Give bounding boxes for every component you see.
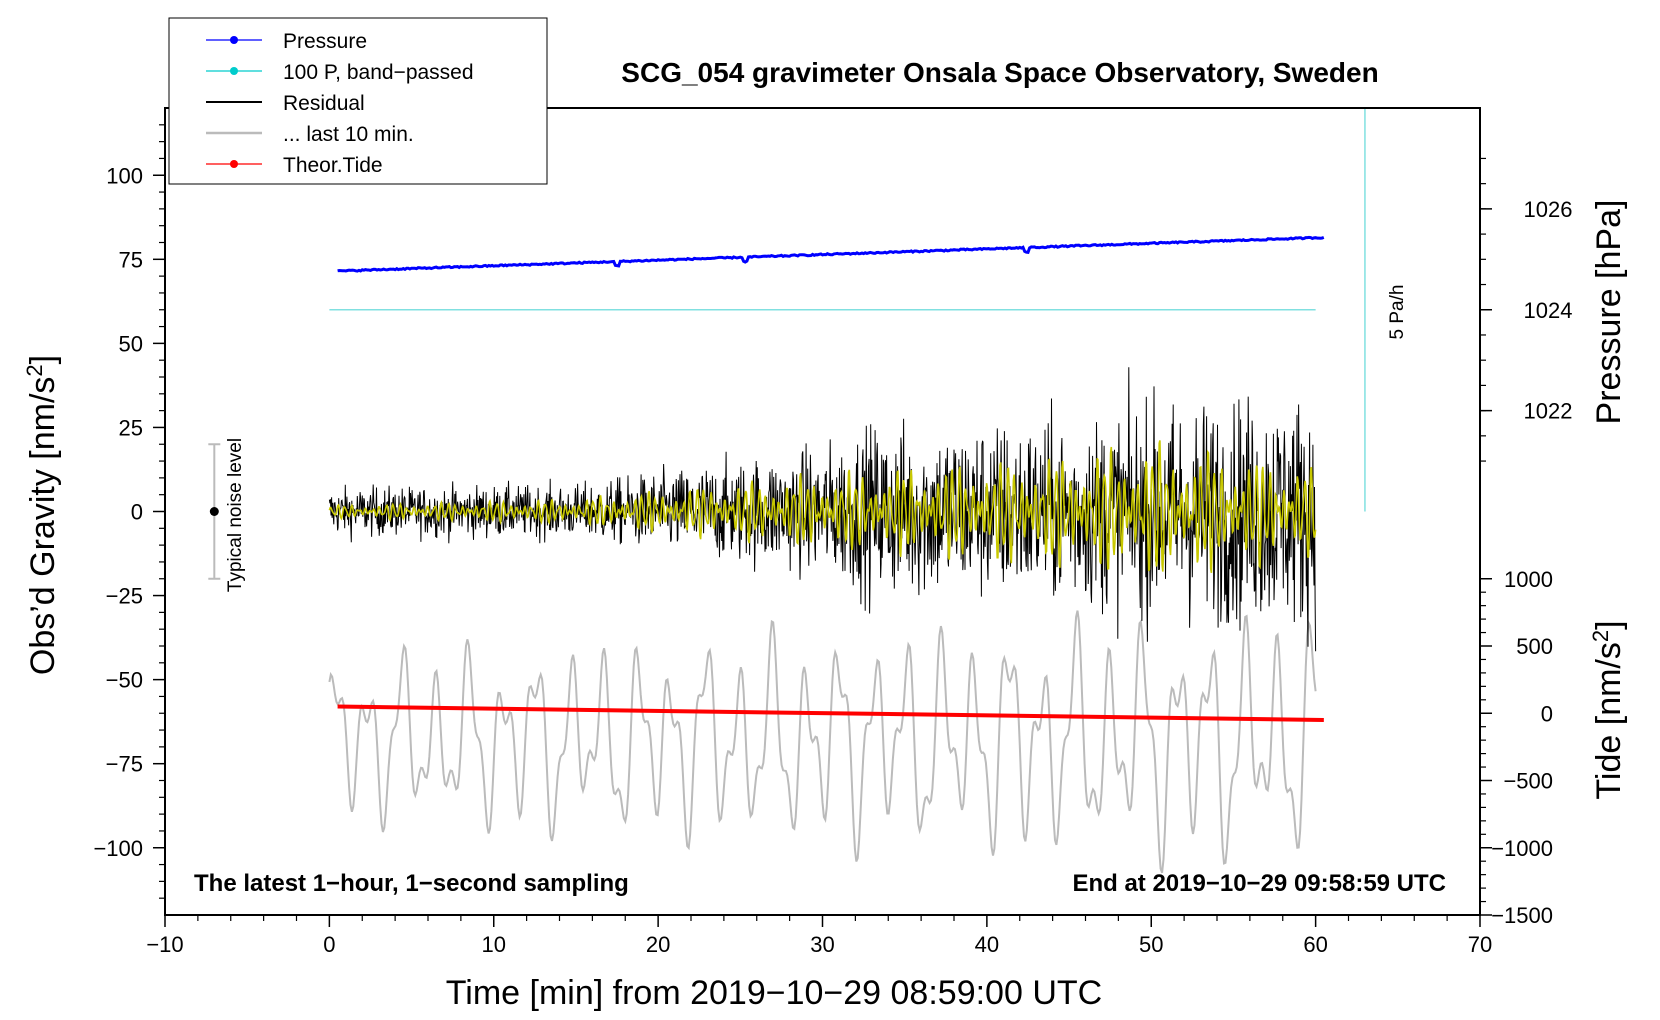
legend-tide-marker bbox=[230, 160, 238, 168]
y-axis-title-left-main: Obs’d Gravity [nm/s bbox=[24, 377, 62, 676]
y-left-tick-label: 0 bbox=[131, 500, 143, 525]
legend: Pressure 100 P, band−passed Residual ...… bbox=[168, 17, 548, 185]
legend-bandpassed-label: 100 P, band−passed bbox=[283, 61, 474, 84]
y-axis-title-tide: Tide [nm/s2] bbox=[1588, 620, 1629, 799]
legend-tide-label: Theor.Tide bbox=[283, 154, 383, 177]
x-tick-label: 40 bbox=[975, 932, 999, 957]
y-left-tick-label: −75 bbox=[106, 752, 143, 777]
noise-center-dot bbox=[209, 507, 219, 516]
noise-level-label: Typical noise level bbox=[225, 438, 246, 592]
legend-last10-label: ... last 10 min. bbox=[283, 123, 414, 146]
y-pressure-tick-label: 1026 bbox=[1524, 197, 1573, 222]
y-axis-title-left-end: ] bbox=[24, 355, 62, 364]
legend-bandpassed-marker bbox=[230, 67, 238, 75]
indicators bbox=[208, 108, 1366, 580]
y-left-tick-label: −25 bbox=[106, 584, 143, 609]
x-tick-label: 20 bbox=[646, 932, 670, 957]
y-left-tick-label: −100 bbox=[93, 836, 143, 861]
residual-filtered-line bbox=[328, 440, 1317, 574]
rate-indicator-label: 5 Pa/h bbox=[1387, 285, 1408, 340]
y-left-tick-label: 50 bbox=[119, 331, 143, 356]
y-axis-title-pressure: Pressure [hPa] bbox=[1590, 200, 1628, 425]
x-tick-label: 60 bbox=[1303, 932, 1327, 957]
last-10-min-line bbox=[328, 610, 1317, 874]
residual-filtered-series bbox=[328, 440, 1317, 574]
annotation-sampling: The latest 1−hour, 1−second sampling bbox=[194, 870, 629, 897]
pressure-line bbox=[337, 235, 1325, 273]
y-tide-tick-label: −500 bbox=[1503, 769, 1553, 794]
x-tick-label: 50 bbox=[1139, 932, 1163, 957]
theoretical-tide-series bbox=[337, 704, 1324, 722]
x-tick-label: 30 bbox=[810, 932, 834, 957]
last-10-min-series bbox=[328, 610, 1317, 874]
legend-pressure-label: Pressure bbox=[283, 30, 367, 53]
y-left-tick-label: −50 bbox=[106, 668, 143, 693]
pressure-series bbox=[337, 235, 1325, 273]
chart-title: SCG_054 gravimeter Onsala Space Observat… bbox=[621, 57, 1378, 88]
axes: −10 0 10 20 30 40 50 60 701007550250−25−50−75−10… bbox=[93, 107, 1573, 957]
x-tick-label: −10 bbox=[146, 932, 183, 957]
y-tide-tick-label: −1000 bbox=[1491, 836, 1553, 861]
y-axis-title-tide-main: Tide [nm/s bbox=[1590, 642, 1628, 799]
y-axis-title-left: Obs’d Gravity [nm/s2] bbox=[22, 355, 63, 675]
y-axis-title-tide-end: ] bbox=[1590, 620, 1628, 629]
y-left-tick-label: 75 bbox=[119, 247, 143, 272]
x-tick-label: 0 bbox=[323, 932, 335, 957]
legend-residual-label: Residual bbox=[283, 92, 365, 115]
y-axis-title-left-sup: 2 bbox=[22, 364, 47, 376]
y-tide-tick-label: −1500 bbox=[1491, 903, 1553, 928]
y-pressure-tick-label: 1024 bbox=[1524, 298, 1573, 323]
x-axis-title: Time [min] from 2019−10−29 08:59:00 UTC bbox=[446, 974, 1102, 1012]
x-tick-label: 70 bbox=[1468, 932, 1492, 957]
x-tick-label: 10 bbox=[482, 932, 506, 957]
annotation-end-time: End at 2019−10−29 09:58:59 UTC bbox=[1072, 870, 1446, 897]
y-tide-tick-label: 0 bbox=[1541, 701, 1553, 726]
y-left-tick-label: 100 bbox=[106, 163, 143, 188]
y-tide-tick-label: 1000 bbox=[1504, 567, 1553, 592]
y-axis-title-tide-sup: 2 bbox=[1588, 630, 1613, 642]
y-tide-tick-label: 500 bbox=[1516, 634, 1553, 659]
tide-line bbox=[337, 704, 1324, 722]
y-left-tick-label: 25 bbox=[119, 415, 143, 440]
legend-pressure-marker bbox=[230, 36, 238, 44]
y-pressure-tick-label: 1022 bbox=[1524, 399, 1573, 424]
